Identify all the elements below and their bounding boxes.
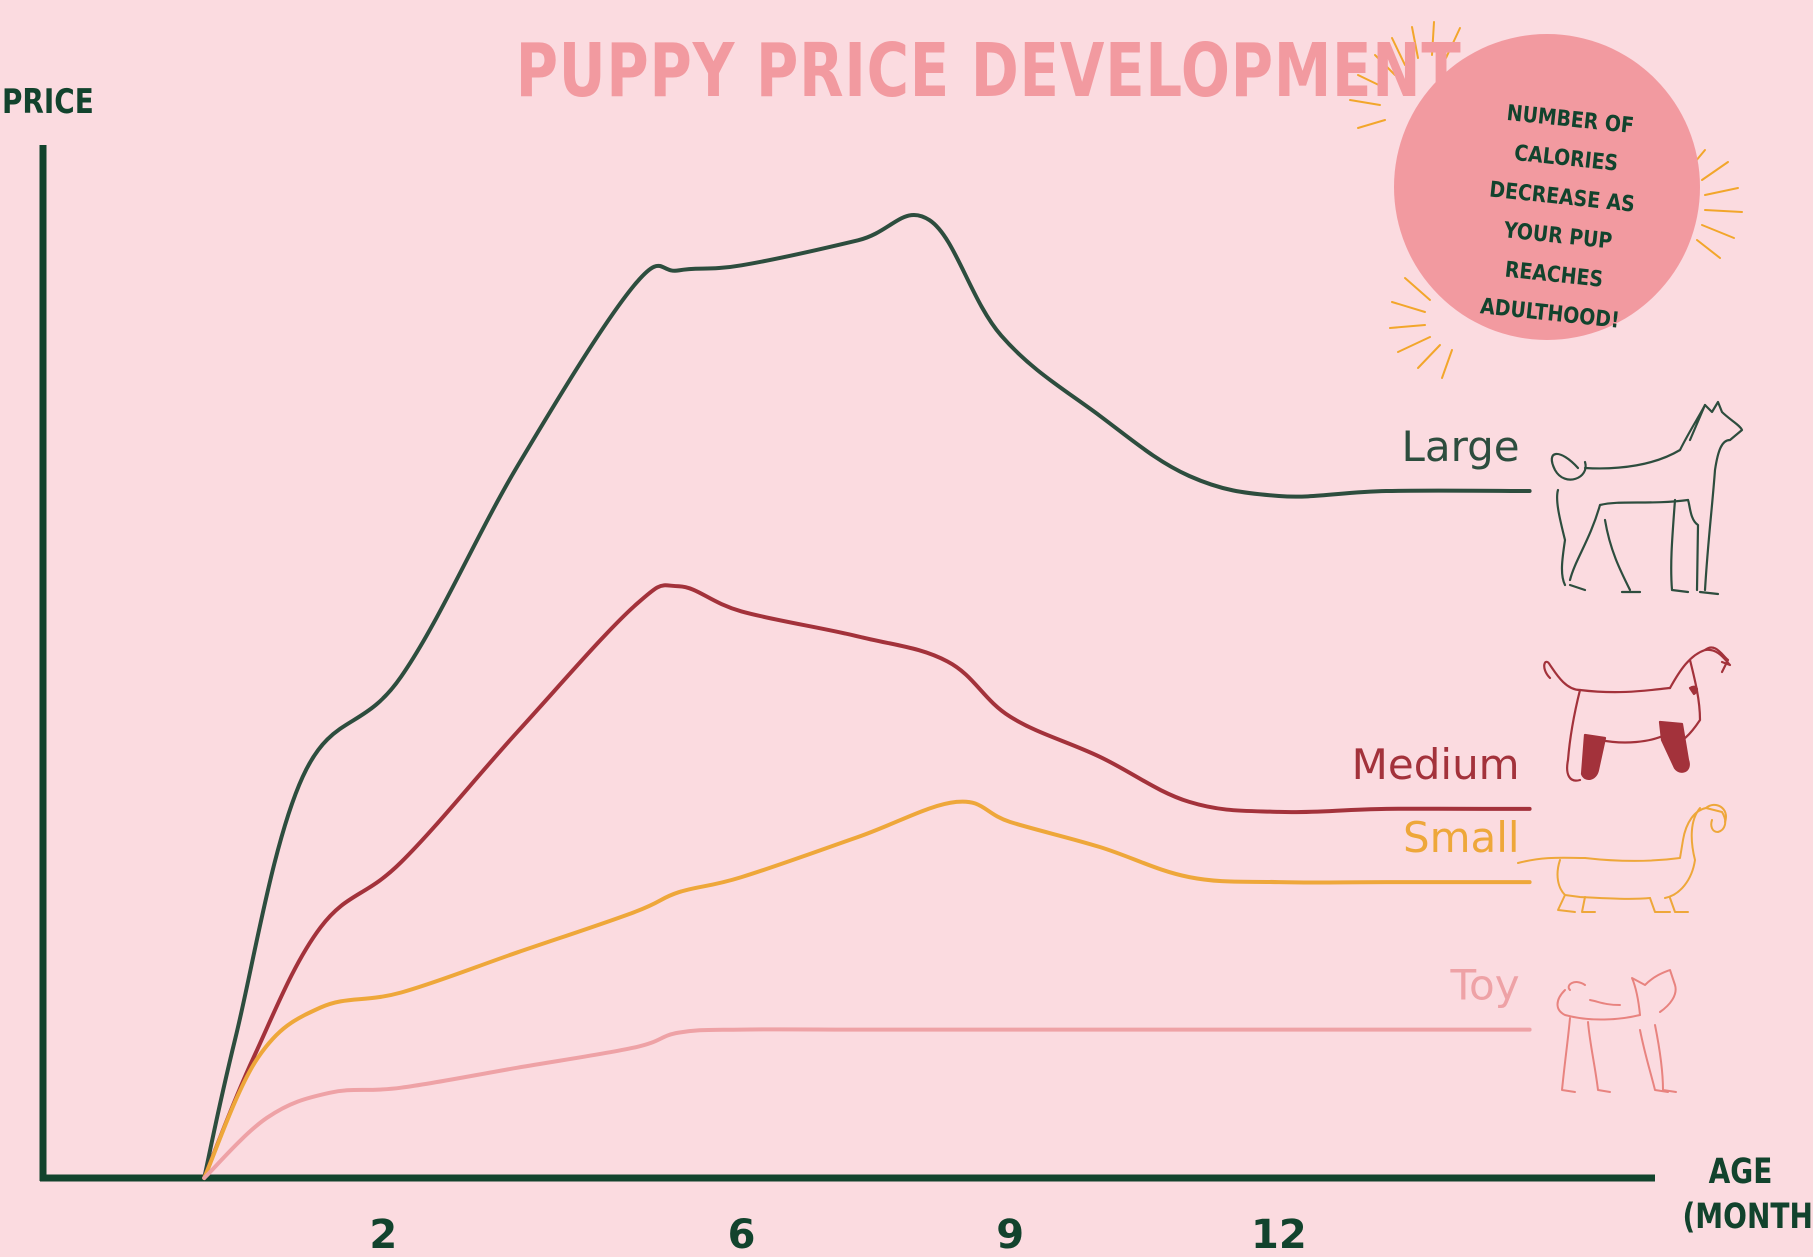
large-dog-icon [1550, 400, 1744, 596]
toy-dog-icon [1556, 969, 1677, 1093]
series-line-medium [202, 583, 1532, 1180]
series-line-small [202, 799, 1532, 1180]
series-label-small: Small [1403, 813, 1520, 862]
medium-dog-icon [1543, 646, 1732, 782]
y-axis-label: PRICE [2, 82, 94, 122]
callout-text: NUMBER OF CALORIES DECREASE AS YOUR PUP … [1478, 100, 1636, 334]
series-line-toy [202, 1027, 1532, 1180]
series-labels: Large Medium Small Toy [1352, 422, 1520, 1010]
series-label-medium: Medium [1352, 740, 1520, 789]
x-axis-label: AGE (MONTHS) [1682, 1152, 1813, 1237]
chart-title: PUPPY PRICE DEVELOPMENT [515, 28, 1462, 114]
series-line-large [202, 212, 1532, 1180]
small-dog-icon [1517, 803, 1727, 913]
x-tick-labels: 2 6 9 12 [369, 1212, 1306, 1257]
x-tick-label: 6 [728, 1212, 756, 1257]
callout-circle [1394, 34, 1700, 340]
x-tick-label: 2 [369, 1212, 397, 1257]
callout-sunburst-top-left [1349, 21, 1461, 129]
series-label-toy: Toy [1450, 961, 1520, 1010]
x-tick-label: 9 [996, 1212, 1024, 1257]
x-tick-label: 12 [1251, 1212, 1307, 1257]
series-label-large: Large [1401, 422, 1519, 471]
series-lines [202, 212, 1532, 1180]
callout-sunburst-bottom-left [1389, 277, 1453, 379]
